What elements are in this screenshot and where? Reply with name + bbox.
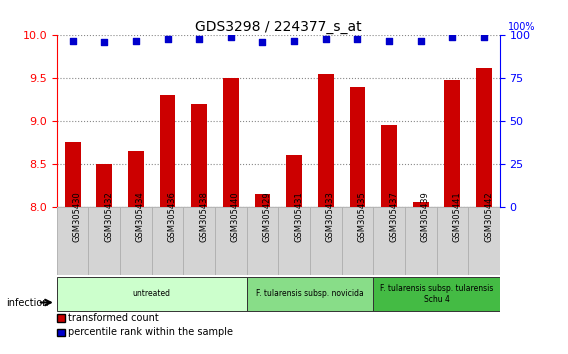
Bar xyxy=(191,104,207,207)
Text: GSM305436: GSM305436 xyxy=(168,192,177,242)
Bar xyxy=(57,207,89,275)
Text: infection: infection xyxy=(6,298,48,308)
Text: percentile rank within the sample: percentile rank within the sample xyxy=(68,327,233,337)
Point xyxy=(416,38,425,44)
Point xyxy=(195,36,204,42)
Bar xyxy=(120,207,152,275)
Bar xyxy=(65,142,81,207)
Text: F. tularensis subsp. tularensis
Schu 4: F. tularensis subsp. tularensis Schu 4 xyxy=(380,284,493,304)
Text: GSM305431: GSM305431 xyxy=(294,192,303,242)
Bar xyxy=(373,207,405,275)
Title: GDS3298 / 224377_s_at: GDS3298 / 224377_s_at xyxy=(195,21,362,34)
Bar xyxy=(318,74,333,207)
Point xyxy=(258,39,267,45)
Text: GSM305437: GSM305437 xyxy=(389,192,398,242)
Bar xyxy=(223,78,239,207)
Point xyxy=(353,36,362,42)
Point xyxy=(68,38,77,44)
Text: GSM305435: GSM305435 xyxy=(357,192,366,242)
Point xyxy=(290,38,299,44)
Bar xyxy=(128,151,144,207)
Text: GSM305434: GSM305434 xyxy=(136,192,145,242)
Bar xyxy=(444,80,460,207)
Bar xyxy=(152,207,183,275)
Text: GSM305433: GSM305433 xyxy=(326,192,335,242)
Bar xyxy=(310,207,341,275)
Bar xyxy=(247,277,373,311)
Bar xyxy=(97,164,112,207)
Text: untreated: untreated xyxy=(133,290,171,298)
Bar xyxy=(413,202,429,207)
Text: GSM305439: GSM305439 xyxy=(421,192,430,242)
Point xyxy=(479,34,488,40)
Bar xyxy=(476,68,492,207)
Point xyxy=(100,39,109,45)
Point xyxy=(163,36,172,42)
Text: GSM305438: GSM305438 xyxy=(199,192,208,242)
Bar xyxy=(160,95,176,207)
Text: F. tularensis subsp. novicida: F. tularensis subsp. novicida xyxy=(256,290,364,298)
Bar xyxy=(468,207,500,275)
Bar xyxy=(183,207,215,275)
Point xyxy=(385,38,394,44)
Bar xyxy=(57,277,247,311)
Bar xyxy=(373,277,500,311)
Point xyxy=(321,36,331,42)
Text: transformed count: transformed count xyxy=(68,313,159,323)
Bar xyxy=(381,125,397,207)
Bar xyxy=(405,207,437,275)
Bar xyxy=(278,207,310,275)
Bar xyxy=(286,155,302,207)
Point xyxy=(131,38,140,44)
Text: GSM305442: GSM305442 xyxy=(484,192,493,242)
Text: GSM305441: GSM305441 xyxy=(452,192,461,242)
Text: GSM305429: GSM305429 xyxy=(262,192,272,242)
Bar xyxy=(254,194,270,207)
Bar xyxy=(89,207,120,275)
Bar xyxy=(247,207,278,275)
Bar xyxy=(341,207,373,275)
Text: GSM305440: GSM305440 xyxy=(231,192,240,242)
Bar xyxy=(437,207,468,275)
Point xyxy=(448,34,457,40)
Text: GSM305430: GSM305430 xyxy=(73,192,82,242)
Text: GSM305432: GSM305432 xyxy=(105,192,113,242)
Bar xyxy=(215,207,247,275)
Bar xyxy=(349,87,365,207)
Point xyxy=(226,34,235,40)
Text: 100%: 100% xyxy=(508,22,536,32)
